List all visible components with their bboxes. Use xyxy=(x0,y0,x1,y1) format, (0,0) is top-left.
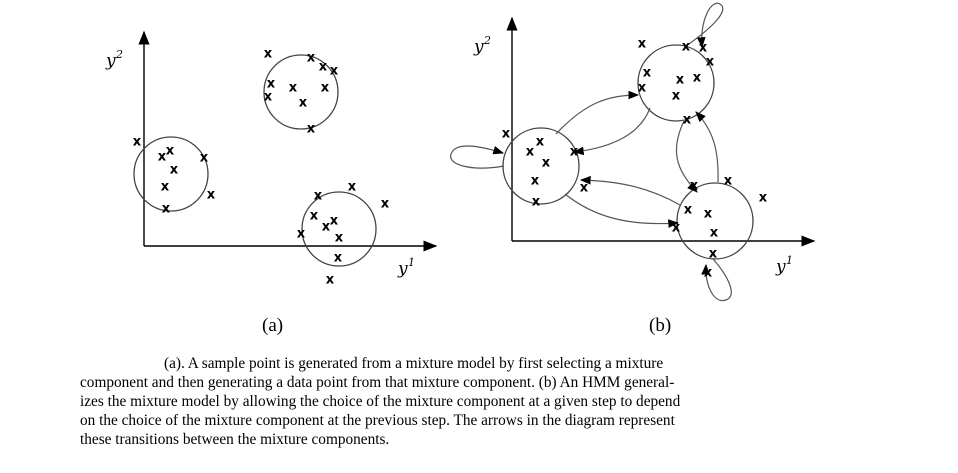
data-point: x xyxy=(570,145,579,160)
panel-a-label: (a) xyxy=(262,315,283,336)
data-point: x xyxy=(759,191,768,206)
transition-arrow xyxy=(572,107,651,156)
data-point: x xyxy=(161,180,170,195)
data-point: x xyxy=(321,81,330,96)
data-point: x xyxy=(158,150,167,165)
data-point: x xyxy=(297,227,306,242)
data-point: x xyxy=(200,151,209,166)
transition-arrow xyxy=(555,90,640,135)
data-point: x xyxy=(207,188,216,203)
data-point: x xyxy=(335,231,344,246)
data-point: x xyxy=(267,77,276,92)
data-point: x xyxy=(706,55,715,70)
data-point: x xyxy=(314,189,323,204)
data-point: x xyxy=(502,127,511,142)
panel-b-y-axis-label: y xyxy=(473,37,484,57)
data-point: x xyxy=(348,180,357,195)
data-point: x xyxy=(319,60,328,75)
data-point: x xyxy=(580,181,589,196)
data-point: x xyxy=(709,247,718,262)
data-point: x xyxy=(643,66,652,81)
data-point: x xyxy=(310,209,319,224)
panel-a-y-axis-label: y xyxy=(105,51,116,71)
transition-arrow xyxy=(675,120,698,193)
caption-line: izes the mixture model by allowing the c… xyxy=(80,393,681,410)
data-point: x xyxy=(381,197,390,212)
data-point: x xyxy=(162,202,171,217)
self-loop-arrow xyxy=(701,258,732,302)
data-point: x xyxy=(264,90,273,105)
panel-a-cluster-circle xyxy=(301,191,377,267)
data-point: x xyxy=(724,174,733,189)
data-point: x xyxy=(334,251,343,266)
data-point: x xyxy=(289,81,298,96)
data-point: x xyxy=(307,122,316,137)
data-point: x xyxy=(326,273,335,288)
panel-a-cluster-circle xyxy=(263,54,339,130)
data-point: x xyxy=(536,135,545,150)
data-point: x xyxy=(672,89,681,104)
self-loop-arrow xyxy=(685,2,724,49)
data-point: x xyxy=(638,37,647,52)
data-point: x xyxy=(542,156,551,171)
data-point: x xyxy=(672,221,681,236)
data-point: x xyxy=(322,220,331,235)
figure-caption: (a). A sample point is generated from a … xyxy=(80,354,880,449)
data-point: x xyxy=(682,40,691,55)
panel-a-x-axis-label: y xyxy=(397,259,408,279)
data-point: x xyxy=(684,203,693,218)
data-point: x xyxy=(531,174,540,189)
caption-line: (a). A sample point is generated from a … xyxy=(164,355,664,372)
data-point: x xyxy=(683,113,692,128)
caption-line: component and then generating a data poi… xyxy=(80,374,675,391)
data-point: x xyxy=(330,214,339,229)
panel-a-x-axis-sup: 1 xyxy=(408,256,415,269)
transition-arrow xyxy=(564,193,680,228)
data-point: x xyxy=(690,179,699,194)
data-point: x xyxy=(532,195,541,210)
data-point: x xyxy=(307,51,316,66)
self-loop-arrow xyxy=(449,145,505,169)
panel-b-x-axis-label: y xyxy=(775,257,786,277)
data-point: x xyxy=(170,163,179,178)
transition-arrow xyxy=(579,175,681,206)
panel-a-y-axis-sup: 2 xyxy=(115,48,123,61)
caption-line: on the choice of the mixture component a… xyxy=(80,412,675,429)
panel-b-label: (b) xyxy=(649,315,671,336)
panel-b-x-axis-sup: 1 xyxy=(786,254,793,267)
data-point: x xyxy=(166,144,175,159)
transition-arrow xyxy=(695,111,719,183)
data-point: x xyxy=(693,71,702,86)
data-point: x xyxy=(676,73,685,88)
panel-b-y-axis-sup: 2 xyxy=(483,34,491,47)
data-point: x xyxy=(638,81,647,96)
data-point: x xyxy=(330,64,339,79)
panel-a-cluster-circle xyxy=(133,136,209,212)
data-point: x xyxy=(264,47,273,62)
data-point: x xyxy=(699,41,708,56)
data-point: x xyxy=(526,145,535,160)
data-point: x xyxy=(704,266,713,281)
panel-b-state-circle xyxy=(637,44,715,122)
data-point: x xyxy=(299,96,308,111)
caption-line: these transitions between the mixture co… xyxy=(80,431,390,448)
data-point: x xyxy=(704,207,713,222)
data-point: x xyxy=(133,135,142,150)
data-point: x xyxy=(710,226,719,241)
